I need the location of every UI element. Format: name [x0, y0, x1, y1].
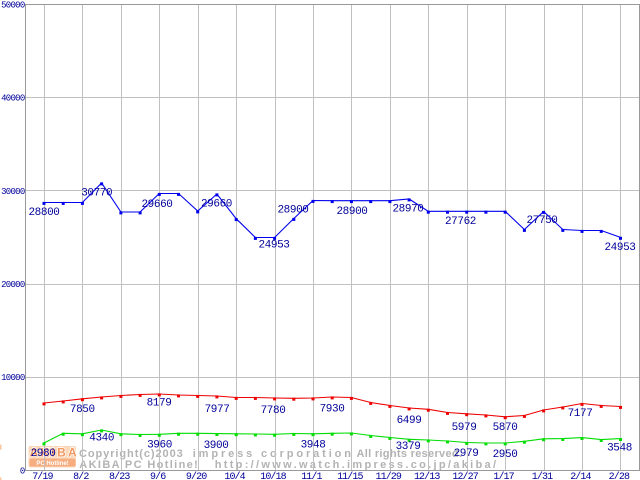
svg-text:2950: 2950 — [493, 449, 518, 461]
svg-text:30770: 30770 — [81, 187, 112, 199]
svg-text:11/15: 11/15 — [337, 471, 363, 480]
svg-text:11/1: 11/1 — [301, 471, 322, 480]
svg-text:5870: 5870 — [493, 422, 518, 434]
svg-text:29660: 29660 — [141, 199, 172, 211]
svg-text:24953: 24953 — [604, 242, 635, 254]
svg-text:3379: 3379 — [396, 441, 421, 453]
svg-text:7177: 7177 — [568, 408, 593, 420]
svg-text:50000: 50000 — [1, 0, 25, 10]
svg-text:3948: 3948 — [301, 439, 326, 451]
svg-text:2/14: 2/14 — [570, 471, 591, 480]
svg-text:2/28: 2/28 — [609, 471, 630, 480]
svg-text:3960: 3960 — [147, 440, 172, 452]
svg-text:4340: 4340 — [89, 432, 114, 444]
svg-text:AKIBA PC Hotline!: AKIBA PC Hotline! — [79, 459, 198, 471]
svg-text:40000: 40000 — [1, 94, 25, 104]
svg-text:7850: 7850 — [70, 404, 95, 416]
svg-text:27762: 27762 — [445, 216, 476, 228]
svg-text:3548: 3548 — [607, 442, 632, 454]
svg-text:7780: 7780 — [261, 405, 286, 417]
svg-text:30000: 30000 — [1, 187, 25, 197]
svg-text:5979: 5979 — [452, 422, 477, 434]
svg-text:AKIBA: AKIBA — [30, 446, 80, 460]
svg-text:9/6: 9/6 — [150, 471, 166, 480]
svg-text:7930: 7930 — [320, 403, 345, 415]
svg-text:2979: 2979 — [454, 448, 479, 460]
svg-text:20000: 20000 — [1, 280, 25, 290]
svg-text:7/19: 7/19 — [32, 471, 53, 480]
svg-text:9/20: 9/20 — [186, 471, 207, 480]
svg-text:10000: 10000 — [1, 373, 25, 383]
svg-text:6499: 6499 — [397, 415, 422, 427]
svg-text:All rights reserved.: All rights reserved. — [357, 448, 463, 460]
svg-text:8/23: 8/23 — [109, 471, 130, 480]
svg-text:8179: 8179 — [147, 397, 172, 409]
svg-text:29660: 29660 — [201, 198, 232, 210]
svg-text:0: 0 — [20, 466, 25, 476]
svg-text:3900: 3900 — [204, 440, 229, 452]
svg-text:28900: 28900 — [277, 204, 308, 216]
svg-text:27750: 27750 — [526, 215, 557, 227]
svg-text:1/17: 1/17 — [493, 471, 514, 480]
svg-text:Copyright(c)2003: Copyright(c)2003 — [79, 448, 183, 460]
svg-text:10/4: 10/4 — [224, 471, 245, 480]
svg-text:28800: 28800 — [28, 207, 59, 219]
svg-text:24953: 24953 — [258, 239, 289, 251]
svg-text:7977: 7977 — [205, 404, 230, 416]
svg-text:12/13: 12/13 — [414, 471, 440, 480]
svg-text:8/2: 8/2 — [73, 471, 89, 480]
svg-text:1/31: 1/31 — [532, 471, 553, 480]
svg-text:11/29: 11/29 — [376, 471, 402, 480]
svg-text:28970: 28970 — [392, 203, 423, 215]
svg-text:http://www.watch.impress.co.jp: http://www.watch.impress.co.jp/akiba/ — [215, 459, 496, 471]
svg-text:28900: 28900 — [336, 206, 367, 218]
svg-text:PC Hotline!: PC Hotline! — [36, 461, 68, 467]
svg-text:10/18: 10/18 — [260, 471, 286, 480]
svg-text:2980: 2980 — [31, 448, 56, 460]
svg-text:12/27: 12/27 — [452, 471, 478, 480]
